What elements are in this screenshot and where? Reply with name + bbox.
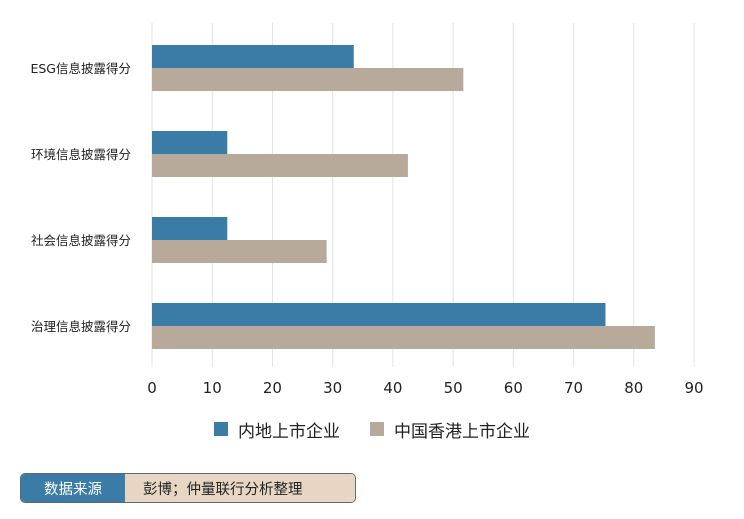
x-tick-label: 60 <box>504 379 523 397</box>
bar-mainland <box>152 131 228 154</box>
legend-item-hongkong: 中国香港上市企业 <box>370 417 530 442</box>
x-axis-ticks: 0 10 20 30 40 50 60 70 80 90 <box>147 379 703 397</box>
x-tick-label: 90 <box>684 379 703 397</box>
x-tick-label: 30 <box>323 379 342 397</box>
bar-hongkong <box>152 326 655 349</box>
bar-hongkong <box>152 240 327 263</box>
bar-hongkong <box>152 68 464 91</box>
bars <box>152 45 655 349</box>
x-tick-label: 70 <box>564 379 583 397</box>
legend-label-mainland: 内地上市企业 <box>238 421 340 442</box>
legend: 内地上市企业 中国香港上市企业 <box>0 415 744 443</box>
category-label: 环境信息披露得分 <box>31 147 131 162</box>
bar-mainland <box>152 217 228 240</box>
bar-mainland <box>152 303 606 326</box>
x-tick-label: 80 <box>624 379 643 397</box>
x-tick-label: 50 <box>444 379 463 397</box>
x-tick-label: 0 <box>147 379 157 397</box>
x-tick-label: 40 <box>383 379 402 397</box>
source-label: 数据来源 <box>21 474 125 502</box>
x-tick-label: 20 <box>263 379 282 397</box>
source-text: 彭博；仲量联行分析整理 <box>125 474 355 502</box>
category-label: ESG信息披露得分 <box>30 61 131 76</box>
category-label: 社会信息披露得分 <box>31 233 131 248</box>
bar-mainland <box>152 45 354 68</box>
legend-label-hongkong: 中国香港上市企业 <box>394 421 530 442</box>
legend-swatch-hongkong <box>370 422 384 436</box>
x-tick-label: 10 <box>203 379 222 397</box>
category-label: 治理信息披露得分 <box>31 319 131 334</box>
legend-swatch-mainland <box>214 422 228 436</box>
source-box: 数据来源 彭博；仲量联行分析整理 <box>20 473 356 503</box>
legend-item-mainland: 内地上市企业 <box>214 417 340 442</box>
bar-hongkong <box>152 154 408 177</box>
